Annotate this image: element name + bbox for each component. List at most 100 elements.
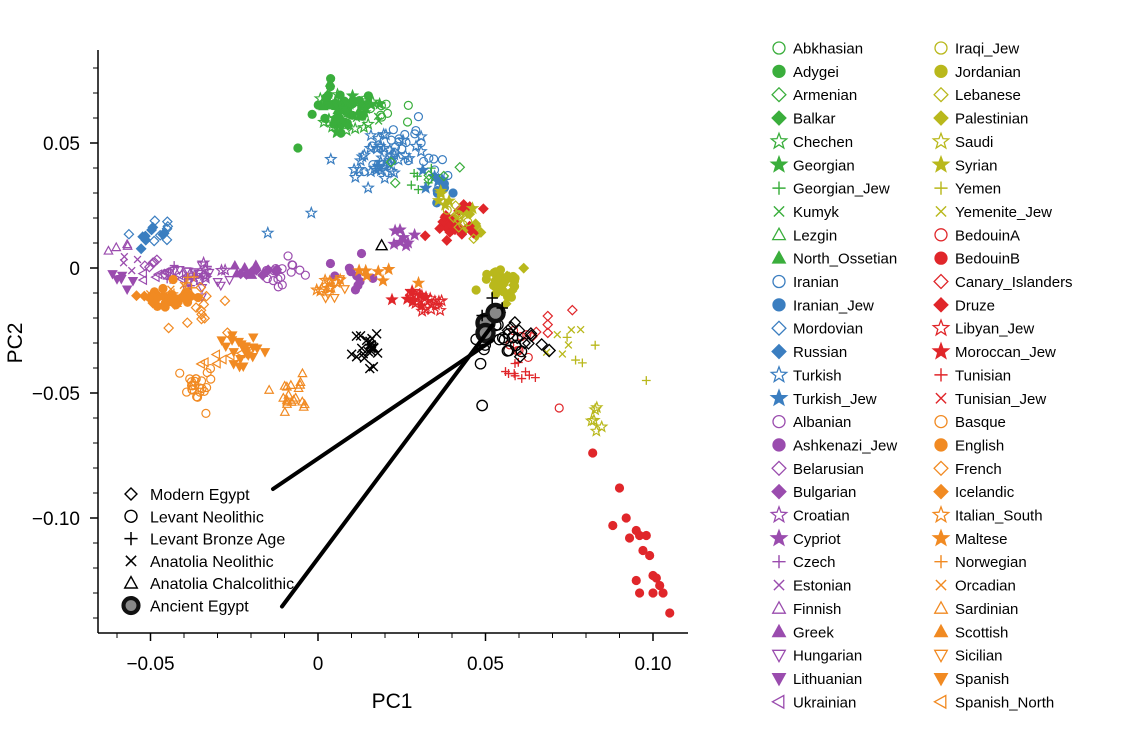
point-georgian — [329, 124, 344, 138]
legend-marker-yemenite-jew — [935, 205, 947, 218]
point-lithuanian — [127, 277, 139, 287]
point-yemen — [641, 376, 651, 385]
point-albanian — [300, 270, 310, 280]
point-canary-islanders — [542, 327, 554, 339]
point-albanian — [268, 276, 278, 286]
point-french — [199, 312, 211, 324]
point-turkish — [357, 148, 372, 161]
point-french — [198, 299, 210, 310]
point-yemenite-jew — [576, 325, 585, 334]
point-druze — [467, 227, 479, 239]
point-basque — [190, 376, 200, 387]
point-greek — [229, 260, 241, 270]
point-syrian — [434, 186, 448, 200]
point-greek — [250, 259, 262, 269]
ancient-point-levant-bronze-age — [486, 292, 498, 304]
point-chechen — [325, 119, 339, 133]
point-bedouinb — [665, 608, 675, 618]
point-french — [163, 322, 175, 334]
y-ticks: −0.10 −0.05 0 0.05 — [32, 134, 98, 530]
point-georgian-jew — [413, 185, 423, 194]
point-turkish — [371, 131, 386, 145]
point-yemen — [562, 332, 572, 342]
point-turkish — [376, 127, 391, 141]
point-tunisian — [513, 358, 523, 367]
ancient-point-anatolia-neolithic — [358, 348, 369, 359]
point-libyan-jew — [433, 303, 447, 317]
x-tick-label: 0.10 — [635, 654, 672, 675]
legend-marker-lebanese — [933, 86, 949, 103]
point-turkish-jew — [419, 180, 433, 194]
point-kumyk — [369, 99, 378, 108]
point-sardinian — [290, 392, 301, 402]
point-lezgin — [359, 103, 370, 113]
legend-label: Scottish — [955, 624, 1008, 641]
point-iraqi-jew — [454, 210, 464, 220]
legend-label: Croatian — [793, 508, 850, 525]
point-spanish-north — [211, 358, 221, 369]
legend-marker-russian — [771, 343, 787, 360]
legend-label: Moroccan_Jew — [955, 344, 1056, 361]
point-abkhasian — [403, 100, 413, 110]
point-tunisian — [504, 369, 513, 378]
point-bedouinb — [614, 483, 625, 493]
legend-label: Yemen — [955, 181, 1001, 198]
point-french — [195, 282, 207, 293]
inset-legend-marker-ancient-egypt — [121, 595, 141, 616]
point-moroccan-jew — [405, 283, 419, 297]
point-iranian — [388, 125, 398, 135]
point-iraqi-jew — [442, 205, 452, 215]
ancient-point-levant-neolithic — [476, 399, 489, 412]
inset-legend-marker-levant-neolithic — [124, 509, 138, 523]
point-sardinian — [288, 394, 299, 404]
inset-legend-marker-levant-bronze-age — [124, 532, 138, 546]
point-lithuanian — [121, 285, 133, 295]
y-axis-title: PC2 — [4, 323, 27, 364]
legend-marker-norwegian — [934, 555, 948, 569]
point-druze — [434, 223, 446, 235]
point-albanian — [295, 265, 305, 275]
legend-marker-sicilian — [933, 649, 949, 664]
legend-label: Turkish_Jew — [793, 391, 877, 408]
point-armenian — [454, 161, 466, 173]
point-iranian — [389, 148, 400, 158]
point-maltese — [381, 262, 396, 276]
legend-label: Bulgarian — [793, 484, 856, 501]
legend-label: Kumyk — [793, 204, 839, 221]
legend-marker-croatian — [769, 505, 789, 524]
point-basque — [201, 408, 211, 419]
point-hungarian — [163, 269, 174, 279]
point-icelandic — [131, 290, 142, 302]
point-lithuanian — [107, 270, 118, 280]
legend-label: Sicilian — [955, 648, 1003, 665]
point-sardinian — [285, 379, 297, 389]
point-lezgin — [337, 98, 348, 108]
inset-legend-label: Ancient Egypt — [150, 599, 249, 616]
point-french — [190, 302, 202, 314]
ancient-point-anatolia-neolithic — [365, 336, 375, 347]
point-palestinian — [499, 286, 510, 298]
point-yemenite-jew — [558, 350, 567, 358]
point-croatian — [196, 255, 211, 269]
legend-marker-bedouina — [934, 228, 948, 242]
inset-legend-label: Levant Neolithic — [150, 509, 264, 526]
legend-marker-chechen — [769, 131, 789, 150]
y-tick-label: 0.05 — [43, 134, 80, 155]
legend-label: Cypriot — [793, 531, 841, 548]
point-druze — [441, 234, 453, 246]
point-saudi — [594, 419, 609, 433]
inset-legend-marker-anatolia-chalcolithic — [123, 575, 139, 589]
point-saudi — [589, 423, 604, 437]
point-druze — [456, 228, 468, 240]
point-iranian — [367, 141, 377, 151]
modern-points — [103, 74, 675, 618]
point-armenian — [423, 169, 435, 181]
point-basque — [182, 387, 192, 397]
ancient-points — [346, 238, 557, 412]
point-saudi — [584, 413, 599, 427]
point-scottish — [186, 289, 197, 299]
point-bedouinb — [645, 550, 655, 561]
legend-marker-armenian — [771, 86, 787, 103]
legend-label: Mordovian — [793, 321, 863, 338]
point-albanian — [276, 272, 286, 282]
